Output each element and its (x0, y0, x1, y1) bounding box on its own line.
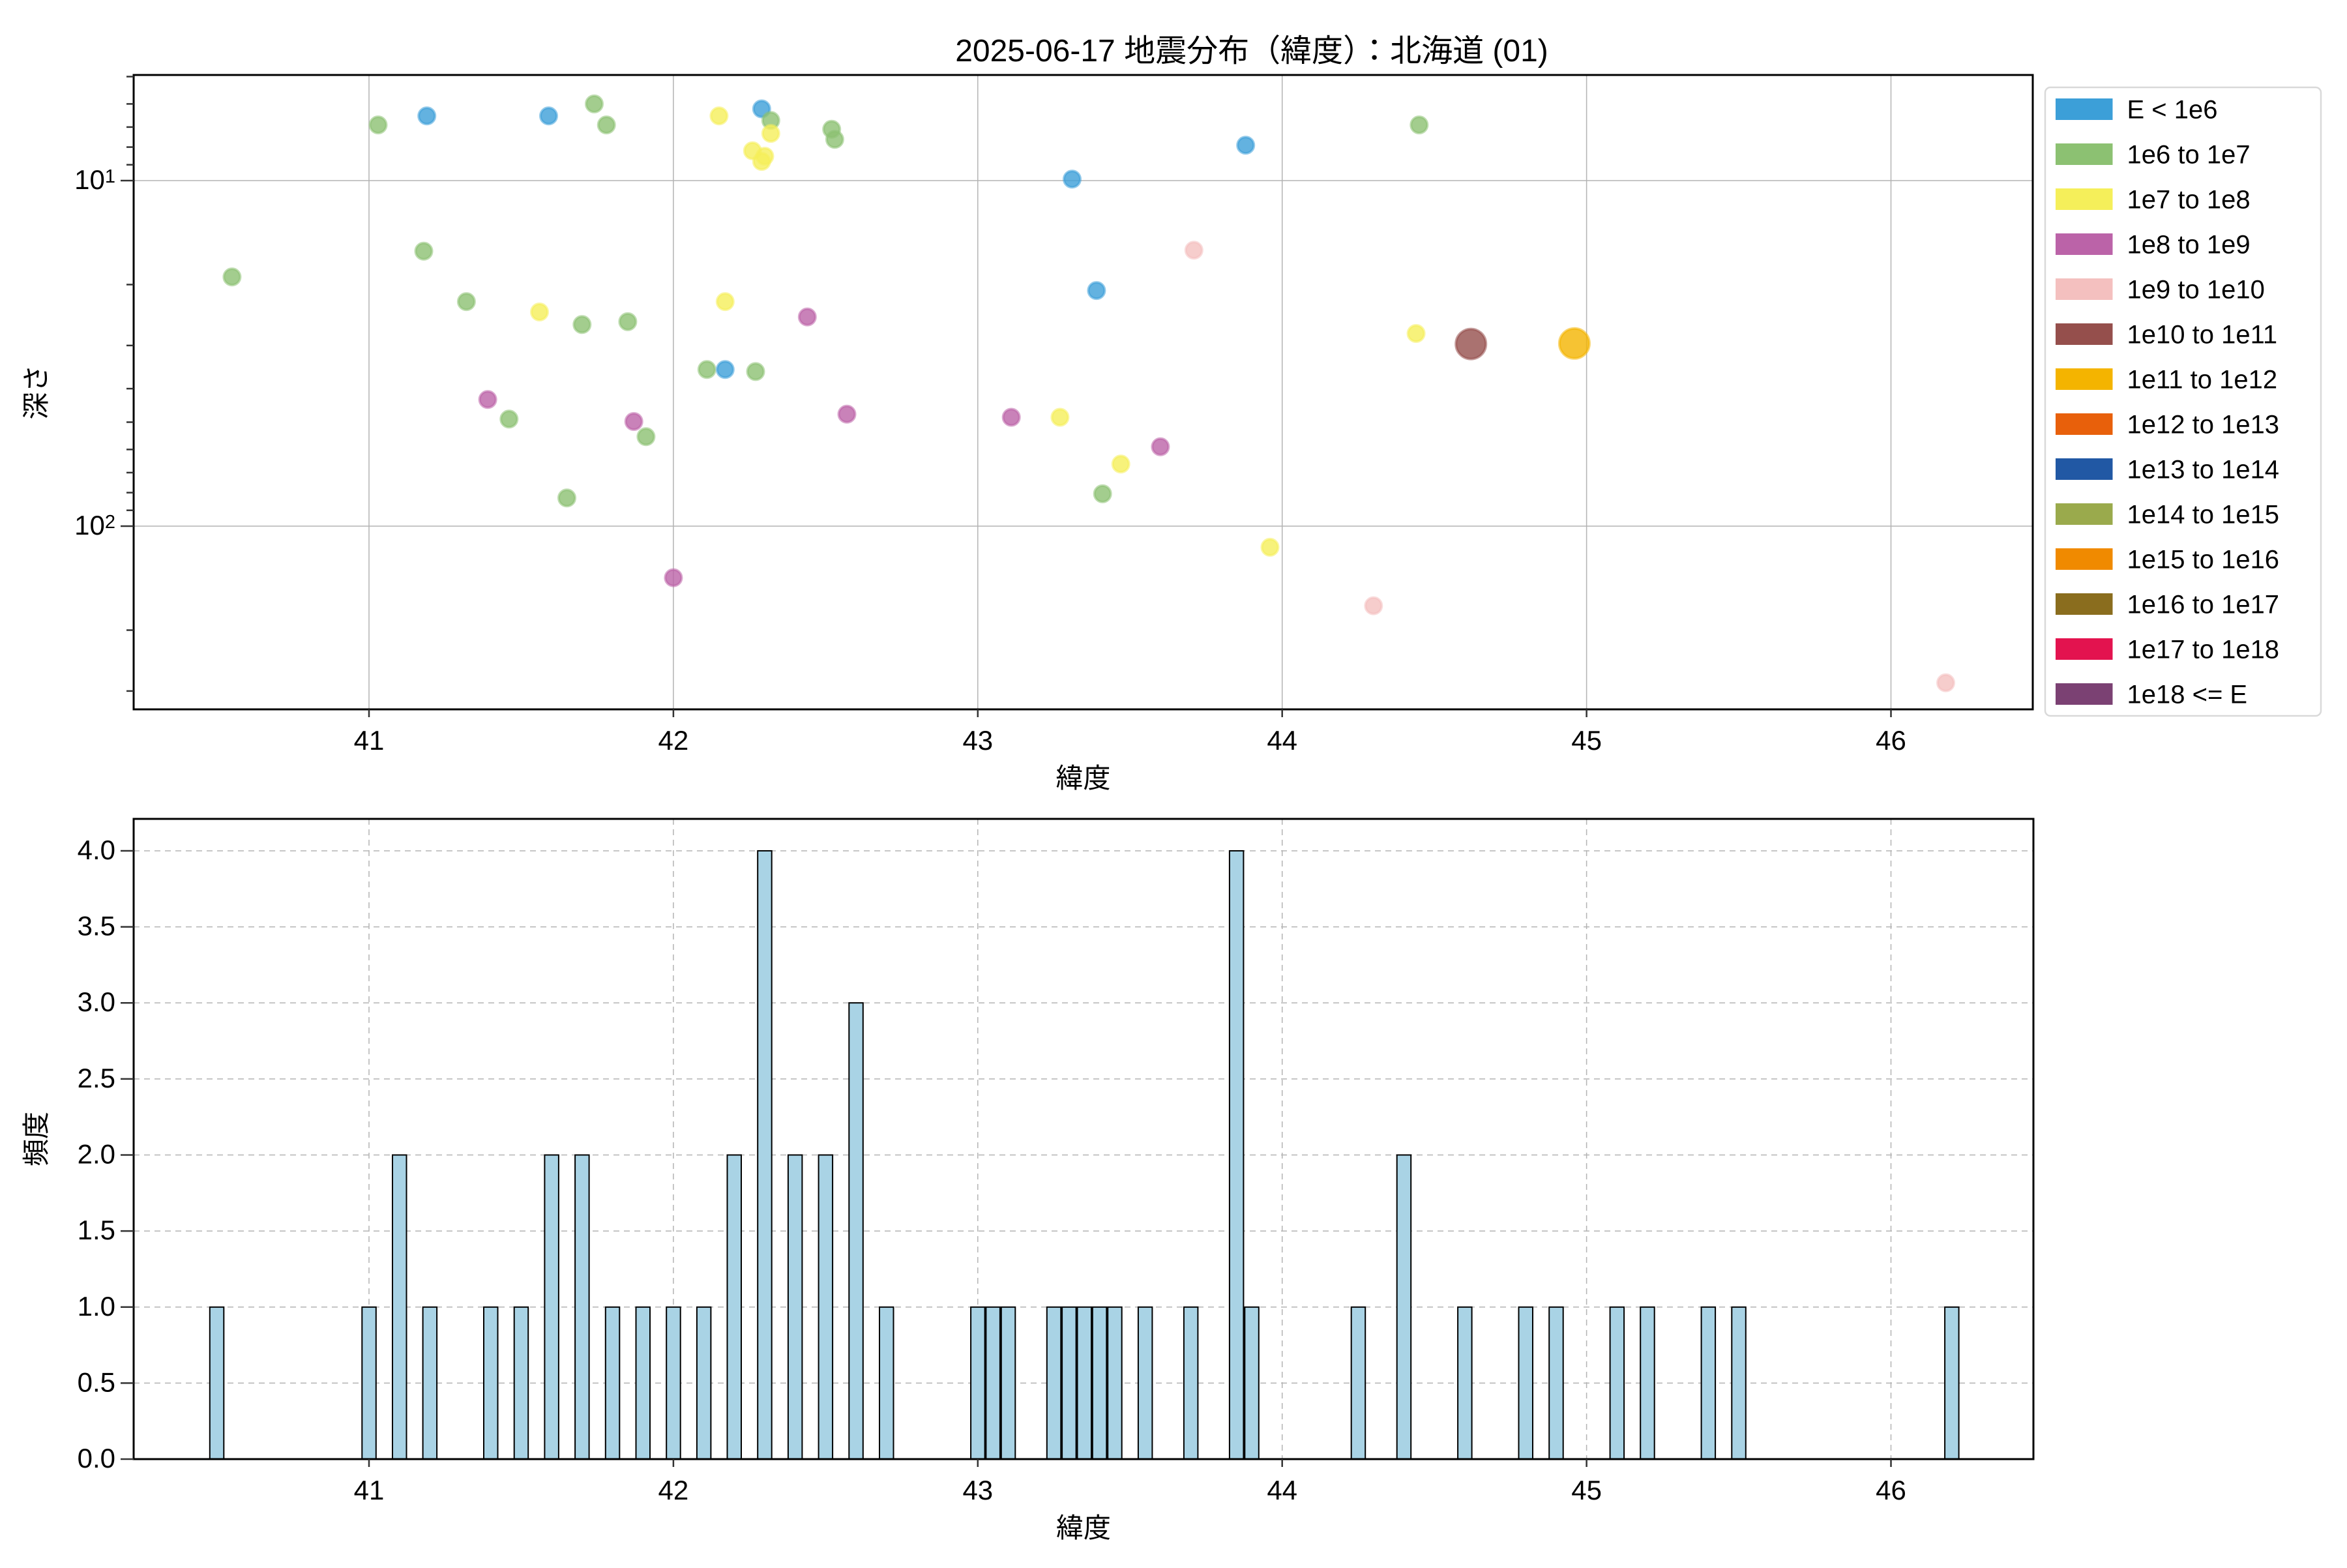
svg-text:41: 41 (354, 725, 385, 756)
svg-text:46: 46 (1876, 725, 1906, 756)
svg-text:1.0: 1.0 (78, 1291, 115, 1322)
svg-text:1e9 to 1e10: 1e9 to 1e10 (2127, 275, 2265, 304)
svg-text:3.0: 3.0 (78, 986, 115, 1017)
svg-text:1e17 to 1e18: 1e17 to 1e18 (2127, 635, 2280, 664)
svg-text:1e11 to 1e12: 1e11 to 1e12 (2127, 365, 2278, 394)
svg-text:0.0: 0.0 (78, 1443, 115, 1473)
svg-text:1e18 <= E: 1e18 <= E (2127, 680, 2248, 709)
svg-text:102: 102 (74, 510, 115, 540)
svg-text:43: 43 (962, 725, 993, 756)
svg-text:1e14 to 1e15: 1e14 to 1e15 (2127, 500, 2280, 529)
svg-text:深さ: 深さ (21, 364, 52, 419)
svg-text:1e8 to 1e9: 1e8 to 1e9 (2127, 230, 2251, 259)
svg-text:2.5: 2.5 (78, 1063, 115, 1093)
svg-text:45: 45 (1571, 725, 1602, 756)
svg-text:緯度: 緯度 (1056, 1513, 1111, 1543)
svg-text:41: 41 (354, 1475, 385, 1505)
svg-text:4.0: 4.0 (78, 835, 115, 865)
svg-text:42: 42 (658, 1475, 689, 1505)
svg-text:頻度: 頻度 (21, 1112, 52, 1166)
svg-text:46: 46 (1876, 1475, 1906, 1505)
svg-text:1e10 to 1e11: 1e10 to 1e11 (2127, 320, 2278, 349)
svg-text:E < 1e6: E < 1e6 (2127, 95, 2218, 124)
svg-text:2.0: 2.0 (78, 1139, 115, 1170)
svg-text:1e15 to 1e16: 1e15 to 1e16 (2127, 545, 2280, 574)
svg-text:0.5: 0.5 (78, 1367, 115, 1397)
svg-text:44: 44 (1267, 1475, 1297, 1505)
svg-text:1e16 to 1e17: 1e16 to 1e17 (2127, 590, 2280, 619)
svg-text:3.5: 3.5 (78, 911, 115, 941)
svg-text:緯度: 緯度 (1055, 763, 1110, 793)
svg-text:42: 42 (658, 725, 689, 756)
svg-text:44: 44 (1267, 725, 1297, 756)
svg-text:43: 43 (962, 1475, 993, 1505)
svg-text:1e6 to 1e7: 1e6 to 1e7 (2127, 140, 2251, 169)
svg-text:1e12 to 1e13: 1e12 to 1e13 (2127, 410, 2280, 439)
svg-text:1.5: 1.5 (78, 1215, 115, 1245)
svg-text:1e13 to 1e14: 1e13 to 1e14 (2127, 455, 2280, 484)
svg-text:1e7 to 1e8: 1e7 to 1e8 (2127, 185, 2251, 214)
svg-text:101: 101 (74, 164, 115, 195)
svg-text:45: 45 (1571, 1475, 1602, 1505)
